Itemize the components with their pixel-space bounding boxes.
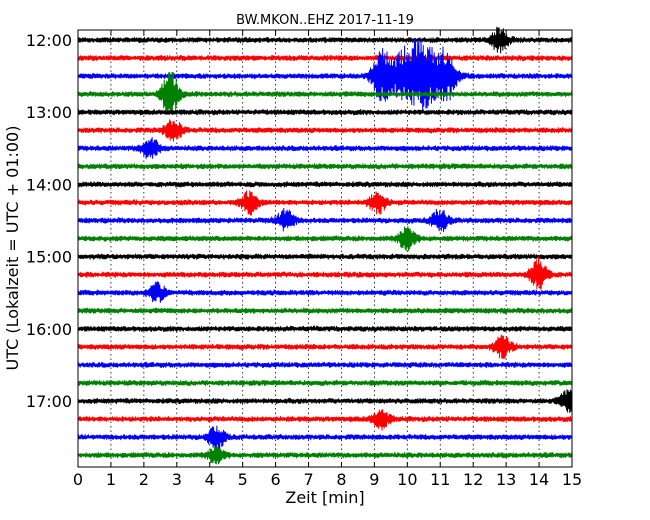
plot-frame bbox=[77, 29, 573, 468]
x-tick-label: 15 bbox=[562, 470, 582, 489]
x-tick-label: 3 bbox=[172, 470, 182, 489]
seismic-trace bbox=[77, 253, 573, 260]
x-tick-label: 12 bbox=[463, 470, 483, 489]
seismic-trace bbox=[77, 361, 573, 369]
seismic-trace bbox=[77, 425, 573, 451]
seismic-trace bbox=[77, 325, 573, 333]
seismic-trace bbox=[77, 137, 573, 160]
seismic-trace bbox=[77, 181, 573, 188]
seismic-trace bbox=[77, 38, 573, 113]
y-tick-label: 14:00 bbox=[26, 175, 72, 194]
x-tick-label: 4 bbox=[205, 470, 215, 489]
y-tick-label: 12:00 bbox=[26, 31, 72, 50]
seismic-trace bbox=[77, 71, 573, 115]
seismic-trace bbox=[77, 225, 573, 252]
seismic-trace bbox=[77, 108, 573, 116]
seismic-trace bbox=[77, 281, 573, 303]
x-axis-label: Zeit [min] bbox=[285, 488, 364, 507]
x-tick-label: 8 bbox=[336, 470, 346, 489]
x-tick-label: 0 bbox=[73, 470, 83, 489]
seismic-trace bbox=[77, 409, 573, 431]
seismic-trace bbox=[77, 26, 573, 54]
y-tick-label: 13:00 bbox=[26, 103, 72, 122]
x-tick-label: 13 bbox=[496, 470, 516, 489]
seismic-trace bbox=[77, 389, 573, 413]
y-tick-label: 15:00 bbox=[26, 248, 72, 267]
x-tick-label: 14 bbox=[529, 470, 549, 489]
x-tick-label: 10 bbox=[397, 470, 417, 489]
seismic-trace bbox=[77, 207, 573, 233]
x-tick-label: 11 bbox=[430, 470, 450, 489]
seismic-trace bbox=[77, 190, 573, 216]
seismic-trace bbox=[77, 379, 573, 387]
seismic-trace bbox=[77, 54, 573, 62]
seismic-trace bbox=[77, 256, 573, 290]
x-tick-label: 1 bbox=[106, 470, 116, 489]
x-tick-label: 6 bbox=[271, 470, 281, 489]
y-axis-label: UTC (Lokalzeit = UTC + 01:00) bbox=[3, 126, 22, 371]
x-tick-label: 2 bbox=[139, 470, 149, 489]
seismic-trace bbox=[77, 163, 573, 170]
x-tick-label: 7 bbox=[303, 470, 313, 489]
x-tick-label: 5 bbox=[238, 470, 248, 489]
seismic-trace bbox=[77, 445, 573, 465]
traces-layer bbox=[77, 26, 573, 465]
seismic-trace bbox=[77, 334, 573, 360]
chart-title: BW.MKON..EHZ 2017-11-19 bbox=[236, 13, 414, 28]
x-tick-label: 9 bbox=[369, 470, 379, 489]
seismic-trace bbox=[77, 307, 573, 314]
y-tick-label: 16:00 bbox=[26, 320, 72, 339]
y-tick-label: 17:00 bbox=[26, 392, 72, 411]
seismic-trace bbox=[77, 119, 573, 142]
ticks-layer: 0 1 2 3 4 5 6 7 8 9 10 11 12 13 14 1512:0013:0014:0015:… bbox=[26, 30, 582, 489]
